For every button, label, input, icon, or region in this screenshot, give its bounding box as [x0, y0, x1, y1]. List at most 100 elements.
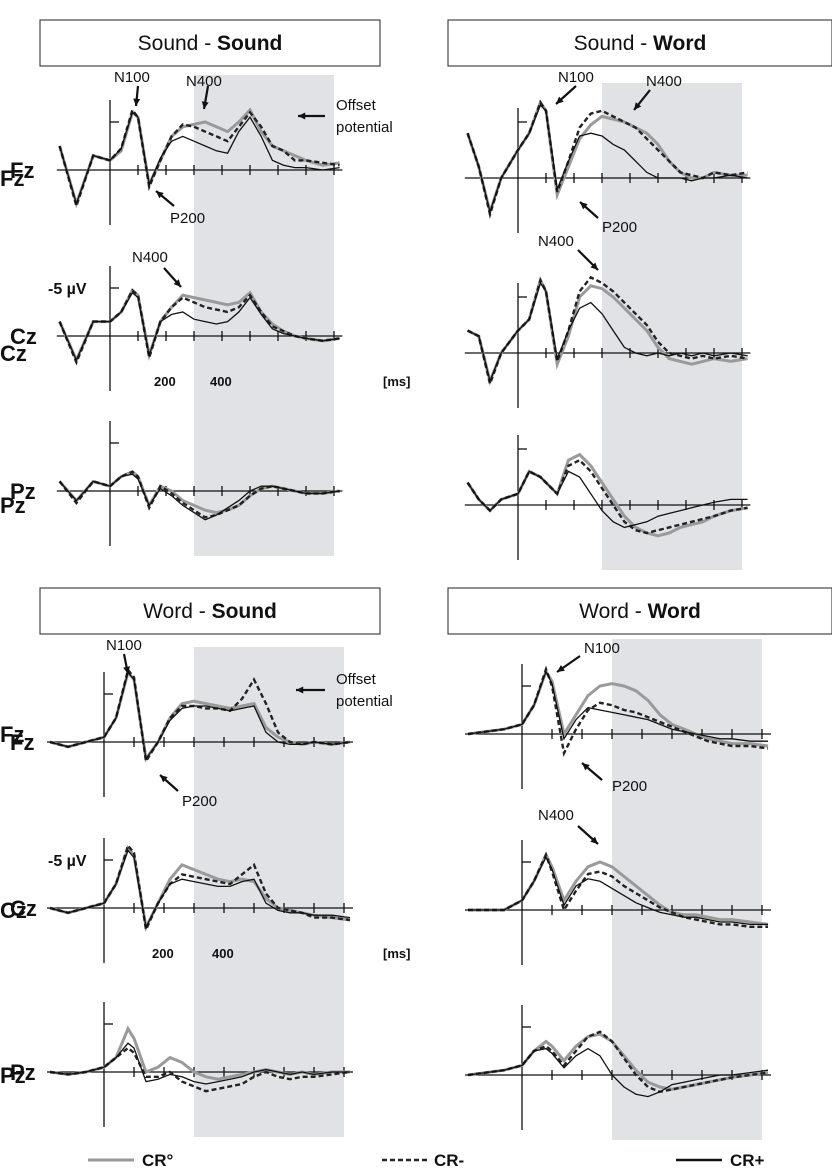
electrode-label-fz: Fz [0, 722, 24, 747]
row-fz: Fz [0, 664, 771, 789]
panel-2: Sound - Word Fz Cz Pz [0, 19, 832, 570]
label-n400-cz: N400 [538, 807, 574, 824]
electrode-label-fz: Fz [0, 166, 24, 191]
electrode-label-fz: Fz [10, 158, 34, 183]
waveform-cr-plus-cz [468, 855, 768, 926]
n400-arrowhead [201, 101, 209, 109]
n400-cz-arrowhead [590, 262, 598, 270]
electrode-label-cz: Cz [0, 341, 27, 366]
time-label-200: 200 [154, 374, 176, 389]
time-label-400: 400 [212, 946, 234, 961]
label-n100: N100 [558, 69, 594, 86]
n100-arrowhead [133, 98, 141, 106]
panel-title-box [39, 19, 381, 67]
electrode-label-cz: Cz [10, 896, 37, 921]
waveform-cr-plus-pz [49, 1042, 350, 1085]
panel-1: Sound - Sound Fz Cz Pz -5 µV 200 400 [ms] [10, 19, 410, 556]
waveform-cr-minus-pz [466, 458, 748, 535]
waveform-cr-plus-cz [59, 291, 340, 362]
legend-label-cr-minus: CR- [434, 1151, 464, 1170]
panel-title-plain: Word - [143, 600, 211, 623]
electrode-label-cz: Cz [0, 898, 27, 923]
row-fz: Fz [10, 667, 353, 797]
electrode-label-cz: Cz [10, 324, 37, 349]
label-p200: P200 [170, 210, 205, 227]
n400-arrowhead [634, 102, 642, 110]
panel-title: Sound - Word [574, 32, 707, 55]
n400-window [612, 639, 762, 1140]
n400-cz-arrowhead [590, 836, 598, 844]
label-potential: potential [336, 119, 393, 136]
label-offset: Offset [336, 97, 377, 114]
waveform-cr-plus-pz [59, 473, 340, 521]
row-fz: Fz [0, 99, 751, 233]
panel-title-plain: Word - [579, 600, 647, 623]
row-pz: Pz [0, 435, 751, 560]
panel-title-bold: Word [653, 32, 706, 55]
legend-label-cr-plus: CR+ [730, 1151, 765, 1170]
row-cz: Cz [0, 840, 771, 965]
n400-cz-arrowhead [173, 279, 181, 287]
waveform-cr-plus-fz [58, 111, 340, 206]
waveform-cr-plus-fz [467, 669, 768, 742]
electrode-label-fz: Fz [10, 730, 34, 755]
amplitude-label: -5 µV [48, 853, 87, 870]
electrode-label-pz: Pz [0, 493, 26, 518]
row-cz: Cz [10, 838, 353, 963]
panel-title: Word - Sound [143, 600, 277, 623]
n100-arrowhead [556, 96, 564, 104]
waveform-cr-plus-pz [467, 1047, 769, 1098]
panel-title-plain: Sound - [138, 32, 217, 55]
label-p200: P200 [612, 778, 647, 795]
waveform-cr-plus-fz [466, 104, 748, 214]
offset-arrowhead [298, 112, 306, 120]
waveform-cr-plus-cz [49, 849, 351, 930]
panel-title-plain: Sound - [574, 32, 653, 55]
row-pz: Pz [10, 1002, 353, 1127]
panel-title-bold: Sound [212, 600, 277, 623]
label-n400-cz: N400 [132, 249, 168, 266]
row-pz: Pz [0, 1005, 771, 1130]
panel-title: Sound - Sound [138, 32, 283, 55]
panel-4: Word - Word Fz Cz Pz [0, 587, 832, 1140]
n400-window [602, 83, 742, 570]
time-unit-label: [ms] [383, 374, 410, 389]
time-label-200: 200 [152, 946, 174, 961]
label-p200: P200 [602, 219, 637, 236]
panel-title: Word - Word [579, 600, 701, 623]
amplitude-label: -5 µV [48, 281, 87, 298]
panel-title-box [447, 587, 832, 635]
row-fz: Fz [10, 100, 343, 225]
p200-arrowhead [580, 202, 588, 210]
label-n400: N400 [186, 73, 222, 90]
label-p200: P200 [182, 793, 217, 810]
panel-3: Word - Sound Fz Cz Pz -5 µV 200 400 [ms] [10, 587, 410, 1137]
legend: CR° CR- CR+ [88, 1151, 765, 1170]
offset-arrowhead [296, 686, 304, 694]
p200-arrowhead [156, 191, 164, 199]
electrode-label-pz: Pz [0, 1063, 26, 1088]
waveform-cr-plus-cz [467, 281, 748, 384]
panel-title-bold: Sound [217, 32, 282, 55]
waveform-cr-plus-pz [467, 470, 748, 529]
row-cz: Cz [0, 275, 751, 408]
n100-arrowhead [123, 666, 130, 674]
row-pz: Pz [10, 421, 343, 546]
label-n100: N100 [114, 69, 150, 86]
time-unit-label: [ms] [383, 946, 410, 961]
electrode-label-pz: Pz [10, 479, 36, 504]
waveform-cr-plus-fz [49, 671, 351, 761]
electrode-label-pz: Pz [10, 1060, 36, 1085]
n400-window [194, 647, 344, 1137]
annotations: N100 N400 P200 Offset potential N400 N100 N400 P… [106, 69, 682, 845]
p200-arrowhead [582, 763, 590, 771]
panel-title-bold: Word [648, 600, 701, 623]
waveform-cr-zero-fz [58, 107, 340, 209]
label-potential: potential [336, 693, 393, 710]
label-n100: N100 [584, 640, 620, 657]
n100-arrowhead [557, 665, 565, 672]
label-offset: Offset [336, 671, 377, 688]
panel-title-box [447, 19, 832, 67]
